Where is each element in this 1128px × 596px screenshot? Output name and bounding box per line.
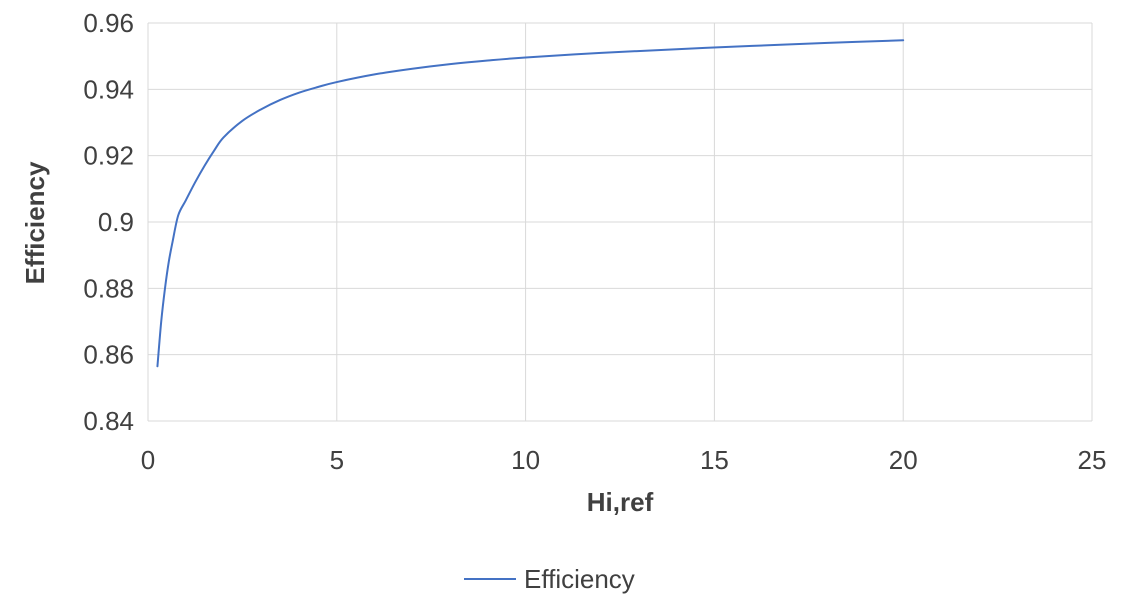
axes xyxy=(147,23,1092,422)
y-tick-label: 0.96 xyxy=(83,8,134,38)
legend-label-efficiency: Efficiency xyxy=(524,564,635,594)
y-tick-label: 0.92 xyxy=(83,141,134,171)
x-tick-label: 5 xyxy=(330,445,344,475)
x-tick-label: 25 xyxy=(1078,445,1107,475)
y-tick-label: 0.88 xyxy=(83,273,134,303)
series-line-efficiency xyxy=(156,39,905,368)
y-tick-label: 0.94 xyxy=(83,74,134,104)
tick-labels: 0.84 0.86 0.88 0.9 0.92 0.94 0.96 0 5 10 15 20 25 xyxy=(83,8,1106,475)
y-axis-title: Efficiency xyxy=(20,161,50,284)
y-tick-label: 0.84 xyxy=(83,406,134,436)
x-tick-label: 15 xyxy=(700,445,729,475)
x-tick-label: 10 xyxy=(511,445,540,475)
x-tick-label: 20 xyxy=(889,445,918,475)
y-tick-label: 0.9 xyxy=(98,207,134,237)
legend: Efficiency xyxy=(464,564,635,594)
series-layer xyxy=(156,39,905,368)
gridlines xyxy=(148,22,1093,421)
y-tick-label: 0.86 xyxy=(83,340,134,370)
x-axis-title: Hi,ref xyxy=(587,487,654,517)
x-tick-label: 0 xyxy=(141,445,155,475)
